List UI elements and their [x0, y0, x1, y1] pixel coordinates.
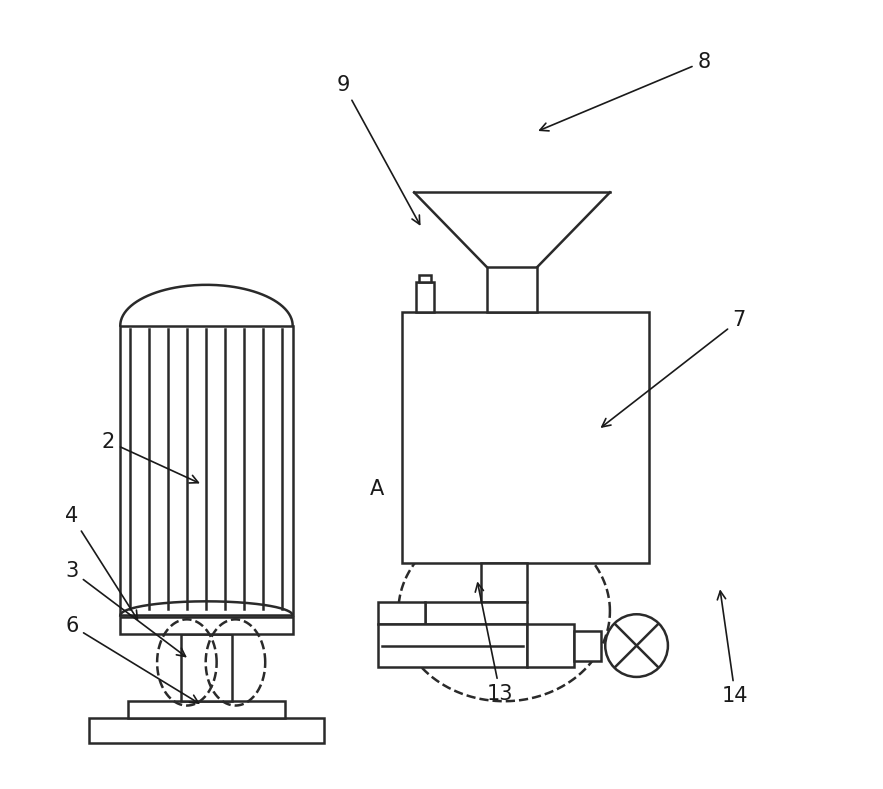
Text: 4: 4	[65, 506, 138, 619]
Bar	[120, 326, 292, 615]
Bar	[403, 312, 649, 563]
Bar	[574, 630, 601, 660]
Text: 7: 7	[602, 310, 746, 427]
Bar	[378, 624, 527, 667]
Bar	[419, 275, 431, 282]
Bar	[89, 718, 324, 743]
Text: 14: 14	[717, 591, 749, 706]
Bar	[425, 602, 527, 624]
Text: 6: 6	[65, 615, 199, 703]
Text: 9: 9	[337, 75, 419, 224]
Bar	[481, 563, 527, 602]
Bar	[527, 624, 574, 667]
Bar	[378, 602, 425, 624]
Bar	[120, 617, 292, 634]
Text: 13: 13	[475, 583, 514, 704]
Bar	[181, 634, 231, 701]
Bar	[417, 282, 434, 312]
Text: 2: 2	[102, 432, 199, 483]
Bar	[128, 701, 285, 718]
Text: 8: 8	[540, 51, 711, 131]
Bar	[487, 267, 538, 312]
Text: A: A	[370, 478, 384, 499]
Text: 3: 3	[65, 561, 185, 656]
